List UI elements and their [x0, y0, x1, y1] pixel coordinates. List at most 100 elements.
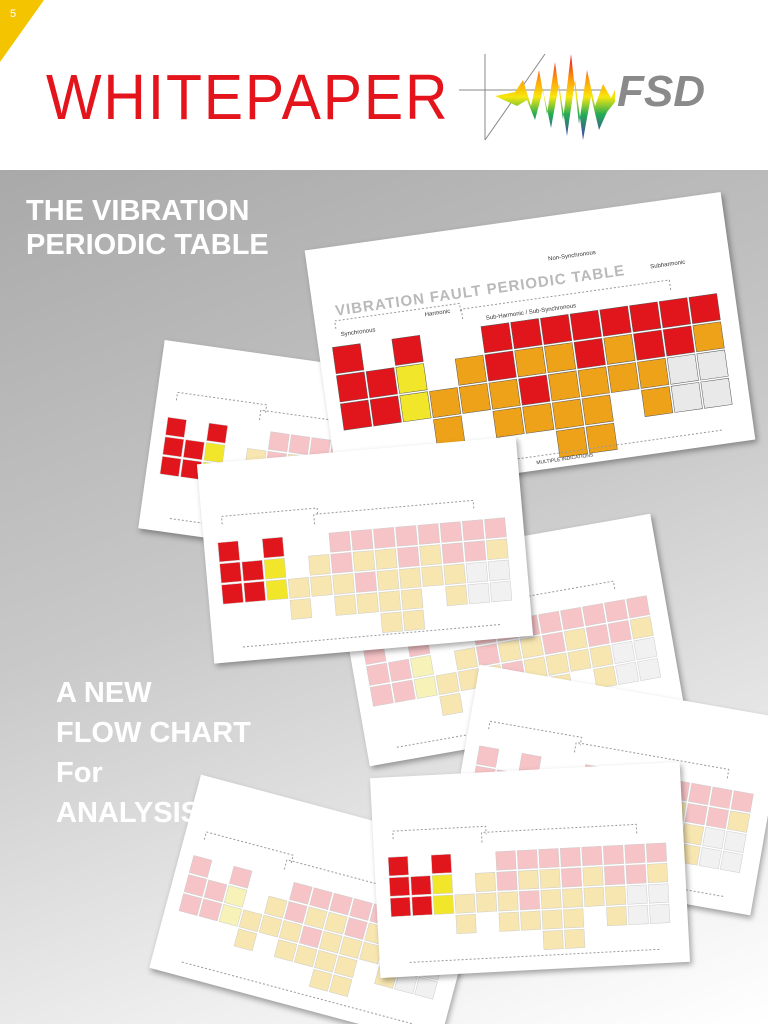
- element-cell: [376, 569, 400, 591]
- element-cell: [577, 366, 610, 398]
- element-cell: [696, 349, 729, 381]
- headline: PERIODIC TABLE: [26, 229, 269, 261]
- element-cell: [378, 590, 402, 612]
- element-cell: [238, 909, 263, 933]
- element-cell: [391, 334, 424, 366]
- element-cell: [388, 658, 413, 682]
- element-cell: [626, 595, 650, 619]
- element-cell: [698, 847, 722, 870]
- element-cell: [399, 567, 422, 589]
- element-cell: [395, 363, 428, 394]
- element-cell: [489, 580, 513, 603]
- element-cell: [463, 540, 487, 562]
- element-cell: [555, 427, 588, 458]
- element-cell: [467, 582, 490, 605]
- element-cell: [540, 889, 562, 910]
- element-cell: [439, 521, 463, 543]
- element-cell: [455, 914, 477, 935]
- element-cell: [476, 892, 498, 913]
- element-cell: [475, 643, 500, 667]
- element-cell: [188, 855, 213, 878]
- element-cell: [328, 531, 352, 553]
- element-cell: [265, 579, 289, 601]
- element-cell: [391, 679, 416, 703]
- element-cell: [289, 598, 313, 620]
- element-cell: [658, 297, 691, 329]
- element-cell: [218, 904, 243, 927]
- element-cell: [366, 662, 391, 686]
- element-cell: [627, 905, 649, 926]
- element-cell: [637, 657, 662, 681]
- element-cell: [387, 856, 409, 877]
- element-cell: [390, 896, 412, 917]
- element-cell: [486, 538, 509, 560]
- element-cell: [219, 561, 242, 584]
- element-cell: [273, 939, 298, 962]
- element-cell: [605, 885, 627, 906]
- element-cell: [430, 853, 452, 874]
- element-cell: [495, 850, 517, 871]
- element-cell: [203, 879, 228, 903]
- element-cell: [395, 525, 418, 547]
- element-cell: [339, 936, 363, 959]
- subtitle: A NEW: [56, 677, 152, 709]
- page-number: 5: [10, 8, 17, 20]
- cover-area: VIBRATION FAULT PERIODIC TABLE Synchronou…: [0, 170, 768, 1024]
- element-cell: [287, 577, 311, 599]
- element-cell: [492, 407, 525, 438]
- element-cell: [564, 928, 586, 949]
- element-cell: [603, 333, 636, 365]
- element-cell: [514, 346, 547, 378]
- element-cell: [604, 599, 629, 623]
- element-cell: [308, 969, 333, 992]
- element-cell: [410, 654, 434, 678]
- element-cell: [314, 949, 338, 973]
- element-cell: [625, 864, 647, 885]
- element-cell: [488, 378, 521, 410]
- element-cell: [454, 354, 487, 386]
- element-cell: [369, 395, 402, 427]
- element-cell: [399, 391, 432, 423]
- element-cell: [545, 652, 570, 676]
- element-cell: [581, 845, 603, 866]
- element-cell: [402, 609, 426, 632]
- element-cell: [332, 573, 355, 595]
- element-cell: [328, 974, 353, 998]
- subtitle: FLOW CHART: [56, 717, 251, 749]
- element-cell: [349, 898, 373, 921]
- element-cell: [602, 844, 624, 865]
- element-cell: [454, 647, 478, 671]
- element-cell: [723, 830, 747, 853]
- element-cell: [229, 865, 253, 889]
- element-cell: [487, 559, 511, 582]
- subtitle: For: [56, 757, 103, 789]
- element-cell: [582, 603, 607, 627]
- card-grid: [332, 279, 733, 481]
- element-cell: [629, 616, 654, 640]
- element-cell: [310, 575, 333, 597]
- element-cell: [162, 436, 185, 458]
- element-cell: [330, 552, 353, 574]
- element-cell: [702, 826, 726, 850]
- element-cell: [681, 823, 705, 846]
- element-cell: [421, 565, 444, 587]
- element-cell: [520, 910, 542, 931]
- element-cell: [573, 338, 606, 369]
- element-cell: [289, 882, 313, 905]
- element-cell: [476, 745, 500, 768]
- element-cell: [518, 869, 540, 890]
- card: [369, 762, 691, 978]
- element-cell: [607, 362, 640, 393]
- element-cell: [454, 893, 476, 914]
- element-cell: [719, 850, 744, 874]
- element-cell: [563, 908, 585, 929]
- element-cell: [380, 611, 403, 634]
- element-cell: [221, 582, 244, 605]
- element-cell: [461, 519, 485, 541]
- element-cell: [666, 353, 699, 385]
- header: 5 WHITEPAPER FSD: [0, 0, 768, 170]
- element-cell: [519, 890, 541, 911]
- element-cell: [569, 309, 602, 341]
- element-cell: [340, 399, 373, 431]
